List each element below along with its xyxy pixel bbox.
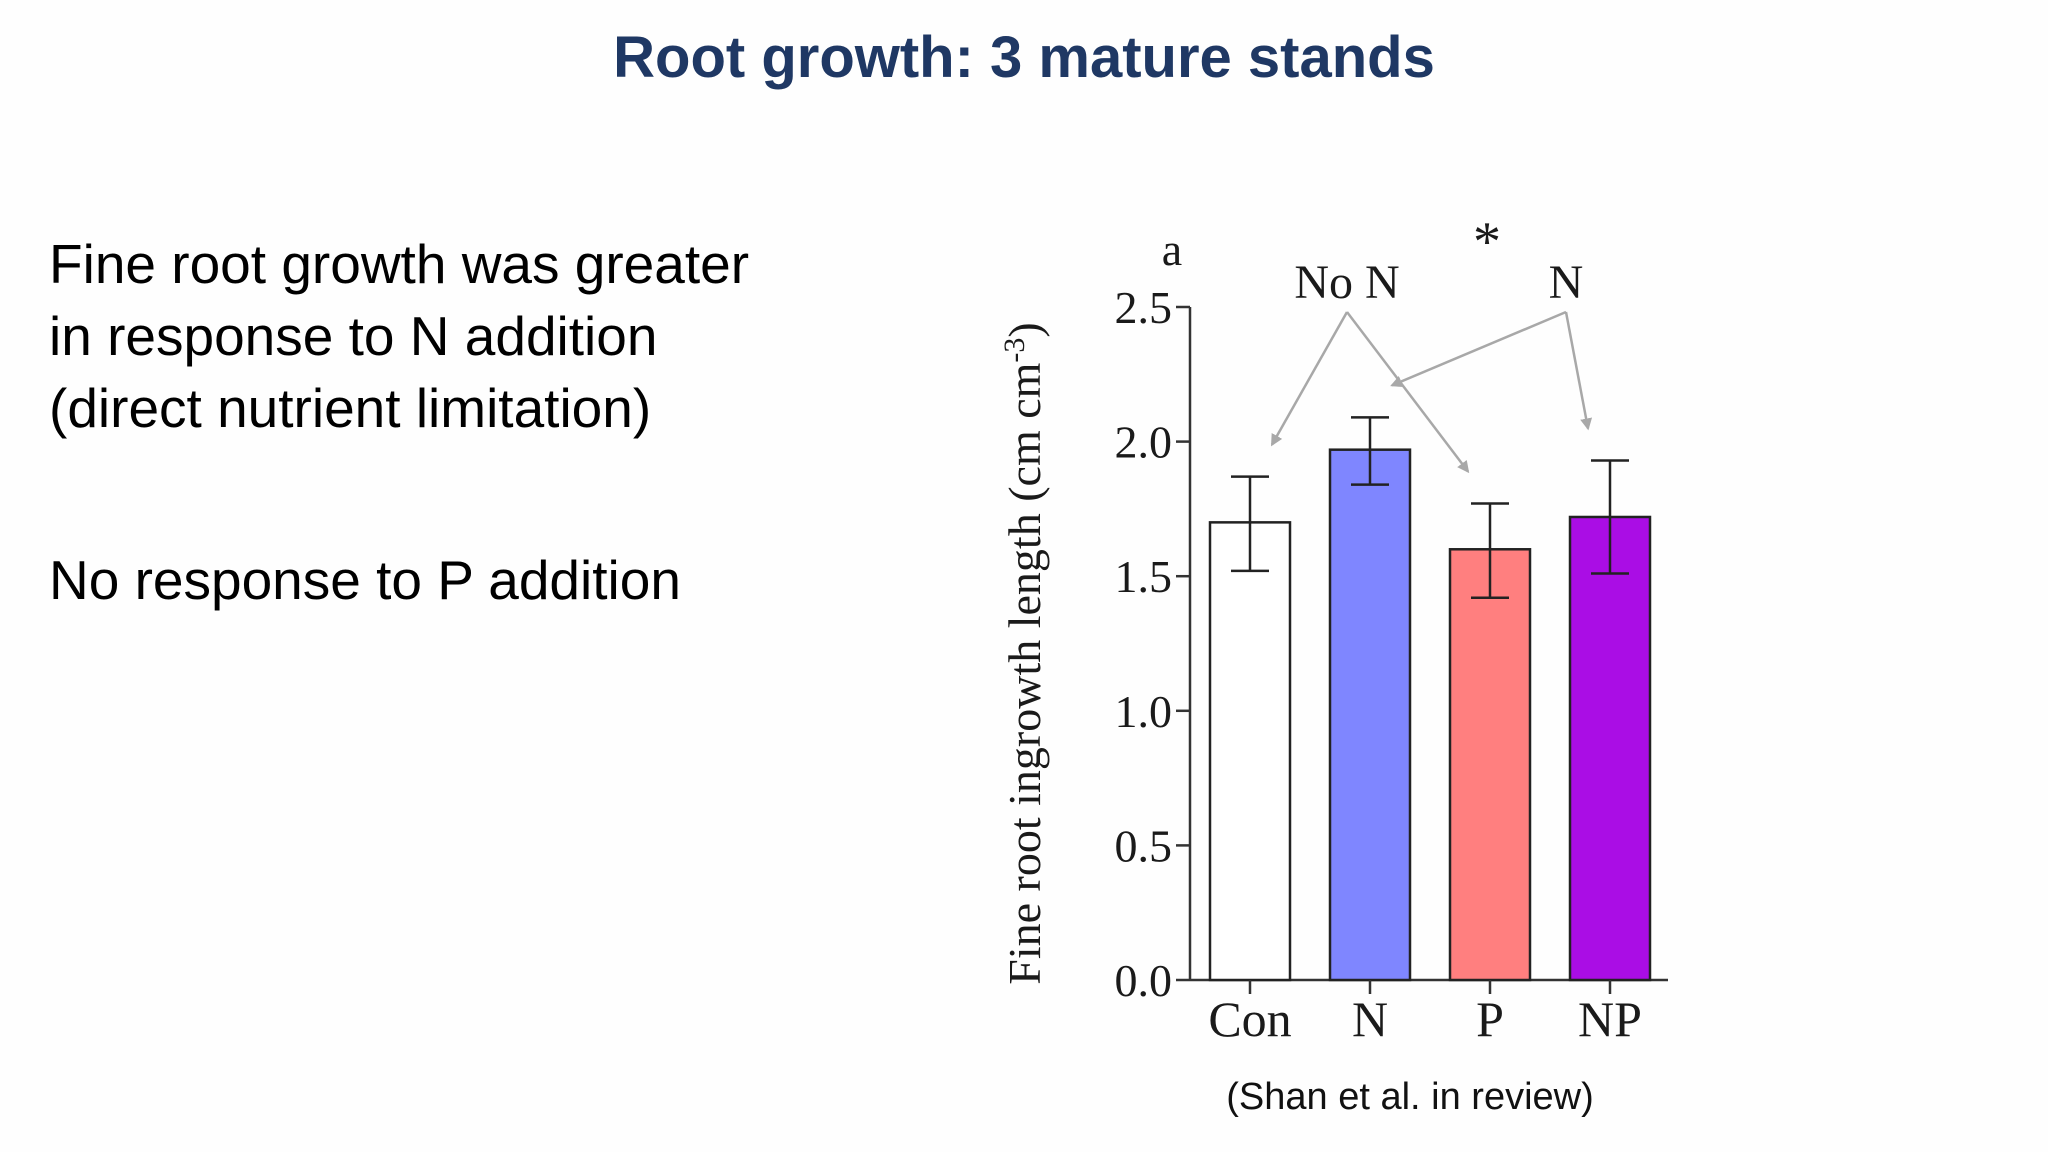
y-tick-label-0: 0.0 <box>1115 955 1173 1006</box>
y-axis-label-close: ) <box>999 322 1050 337</box>
y-axis-label-superscript: -3 <box>998 338 1031 363</box>
x-tick-label-con: Con <box>1208 991 1291 1047</box>
bar-p <box>1448 548 1532 982</box>
bullet-n-response: Fine root growth was greater in response… <box>49 233 750 439</box>
y-axis-label-main: Fine root ingrowth length (cm cm <box>999 362 1050 984</box>
y-tick-label-1: 0.5 <box>1115 820 1173 871</box>
y-tick-label-3: 1.5 <box>1115 551 1173 602</box>
arrow-n-to-n <box>1390 310 1567 388</box>
slide-title: Root growth: 3 mature stands <box>613 25 1435 90</box>
y-axis-label: Fine root ingrowth length (cm cm-3) <box>998 322 1051 985</box>
bar-con <box>1208 521 1292 982</box>
x-tick-label-np: NP <box>1578 991 1642 1047</box>
x-tick-label-n: N <box>1352 991 1388 1047</box>
arrow-no-n-to-p <box>1346 311 1470 474</box>
panel-label: a <box>1162 224 1182 275</box>
y-tick-label-5: 2.5 <box>1115 282 1173 333</box>
bullet-p-response: No response to P addition <box>49 549 681 611</box>
group-label-no-n: No N <box>1294 256 1399 309</box>
bullet-list: Fine root growth was greater in response… <box>49 228 769 716</box>
x-tick-label-p: P <box>1476 991 1504 1047</box>
bar-np <box>1568 515 1652 982</box>
group-label-n: N <box>1549 256 1584 309</box>
y-tick-label-4: 2.0 <box>1115 417 1173 468</box>
significance-marker: * <box>1473 211 1501 273</box>
bar-n <box>1328 448 1412 982</box>
y-tick-label-2: 1.0 <box>1115 686 1173 737</box>
citation: (Shan et al. in review) <box>1226 1076 1594 1118</box>
arrow-n-to-np <box>1564 311 1593 431</box>
arrow-no-n-to-con <box>1270 311 1349 447</box>
